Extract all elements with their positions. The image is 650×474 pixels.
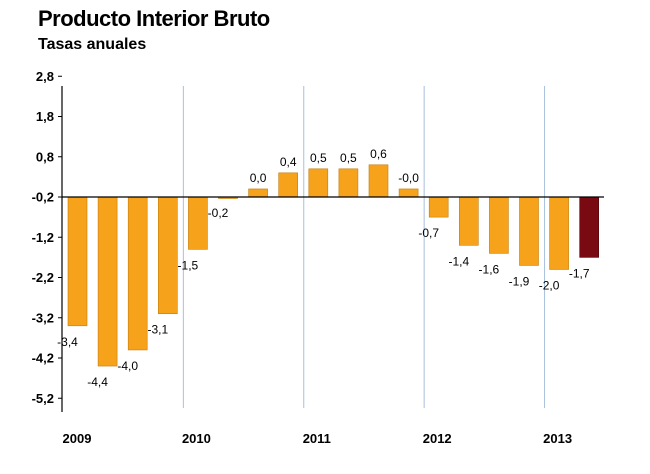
data-label: -4,0	[117, 359, 138, 373]
bar	[308, 168, 329, 198]
data-label: 0,4	[280, 155, 297, 169]
data-label: 0,5	[340, 151, 357, 165]
bar	[278, 172, 299, 198]
data-label: -3,4	[57, 335, 78, 349]
bar	[368, 164, 389, 198]
bar	[248, 188, 268, 198]
chart-title: Producto Interior Bruto	[38, 6, 270, 31]
x-tick-label: 2011	[303, 431, 331, 446]
y-tick-label: -2,2	[32, 270, 54, 285]
bar	[188, 196, 208, 250]
data-label: -3,1	[147, 323, 168, 337]
y-tick-labels: 2,8 1,8 0,8 -0,2 -1,2 -2,2 -3,2 -4,2 -5,2	[32, 69, 54, 406]
data-label: -1,6	[479, 262, 500, 276]
bar	[97, 196, 118, 367]
data-label: -0,2	[208, 206, 229, 220]
data-label: 0,5	[310, 151, 327, 165]
bars	[67, 164, 600, 367]
data-labels: -3,4-4,4-4,0-3,1-1,5-0,20,00,4 0,5 0,5 0,6-…	[57, 147, 590, 389]
data-label: -0,0	[398, 171, 419, 185]
bar	[428, 196, 449, 218]
bar	[579, 196, 600, 258]
y-tick-label: -4,2	[32, 351, 54, 366]
x-tick-labels: 2009 2010 2011 2012 2013	[63, 431, 573, 446]
bar	[398, 188, 419, 198]
y-tick-label: -5,2	[32, 391, 54, 406]
y-tick-label: -3,2	[32, 310, 54, 325]
x-tick-label: 2009	[63, 431, 92, 446]
data-label: -1,7	[569, 266, 590, 280]
bar	[519, 196, 539, 266]
bar	[549, 196, 569, 270]
data-label: -1,5	[178, 258, 199, 272]
data-label: -1,4	[448, 254, 469, 268]
data-label: -4,4	[87, 375, 108, 389]
chart-subtitle: Tasas anuales	[38, 36, 147, 53]
x-tick-label: 2013	[543, 431, 572, 446]
data-label: -1,9	[509, 274, 530, 288]
data-label: 0,0	[250, 171, 267, 185]
y-tick-label: 0,8	[36, 149, 54, 164]
bar	[158, 196, 178, 315]
gridlines	[182, 86, 546, 408]
data-label: -2,0	[539, 278, 560, 292]
data-label: -0,7	[418, 226, 439, 240]
bar	[67, 196, 88, 327]
data-label: 0,6	[370, 147, 387, 161]
y-tick-label: -1,2	[32, 230, 54, 245]
x-tick-label: 2012	[423, 431, 452, 446]
bar	[127, 196, 148, 351]
y-tick-label: -0,2	[32, 190, 54, 205]
bar	[489, 196, 509, 254]
y-tick-label: 1,8	[36, 109, 54, 124]
y-tick-label: 2,8	[36, 69, 54, 84]
bar	[338, 168, 359, 198]
bar	[458, 196, 479, 246]
x-tick-label: 2010	[182, 431, 211, 446]
axes	[58, 75, 604, 412]
